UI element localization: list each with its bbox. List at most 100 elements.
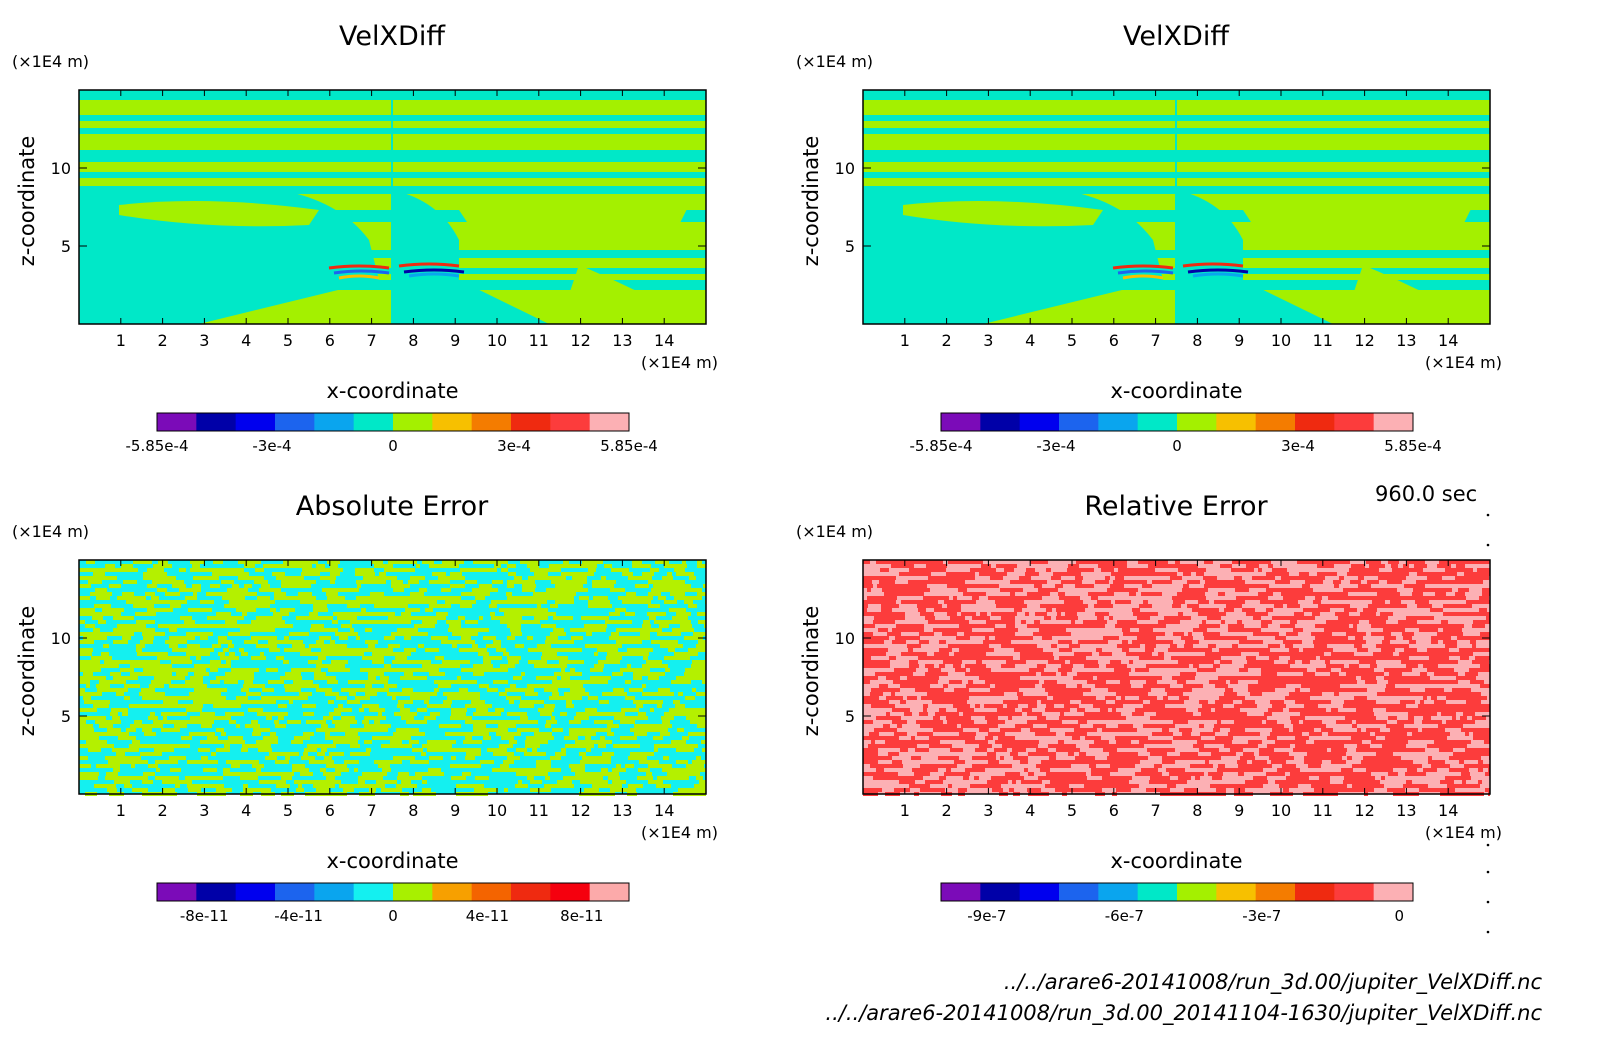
y-tick-label: 5: [61, 237, 71, 256]
edge-dot: [1486, 930, 1490, 934]
x-tick-label: 6: [1109, 331, 1119, 350]
x-tick-label: 3: [983, 801, 993, 820]
colorbar-swatch: [1177, 413, 1217, 431]
x-tick-label: 9: [1234, 801, 1244, 820]
y-tick-label: 10: [835, 159, 855, 178]
x-tick-label: 10: [487, 801, 507, 820]
colorbar-label: 0: [388, 907, 398, 925]
colorbar-label: 4e-11: [466, 907, 509, 925]
colorbar-swatch: [432, 883, 473, 901]
colorbar-swatch: [157, 413, 197, 431]
x-tick-label: 3: [199, 331, 209, 350]
x-tick-label: 11: [529, 331, 549, 350]
colorbar-swatch: [589, 413, 630, 431]
y-tick-label: 10: [51, 629, 71, 648]
x-tick-label: 9: [450, 331, 460, 350]
field-region: [119, 201, 319, 227]
colorbar-swatch: [1019, 883, 1060, 901]
colorbar-swatch: [1295, 413, 1335, 431]
chart-panel-4: Relative Error(×1E4 m)1 2 3 4 5 6 7 8 9 10 11 12 13 1…: [796, 491, 1502, 925]
x-tick-label: 14: [654, 801, 674, 820]
x-tick-label: 3: [983, 331, 993, 350]
field-streak: [1122, 274, 1164, 280]
colorbar-swatch: [1295, 883, 1335, 901]
chart-title: VelXDiff: [1123, 21, 1230, 52]
x-tick-label: 12: [570, 331, 590, 350]
x-tick-label: 1: [900, 331, 910, 350]
field-region: [559, 265, 699, 324]
x-unit-label: (×1E4 m): [641, 353, 718, 372]
chart-panel-3: Absolute Error(×1E4 m)1 2 3 4 5 6 7 8 9 10 11 12 13 1…: [12, 491, 718, 925]
colorbar-label: -5.85e-4: [126, 437, 189, 455]
plot-frame: [78, 89, 707, 325]
field-region: [903, 201, 1103, 227]
y-tick-label: 5: [845, 237, 855, 256]
y-unit-label: (×1E4 m): [796, 522, 873, 541]
x-tick-label: 12: [570, 801, 590, 820]
colorbar-swatch: [196, 413, 237, 431]
x-tick-label: 11: [1313, 801, 1333, 820]
colorbar-swatch: [1137, 883, 1178, 901]
edge-dot: [1486, 900, 1490, 904]
file-path-2: ../../arare6-20141008/run_3d.00_20141104…: [825, 1001, 1542, 1025]
colorbar-swatch: [1334, 883, 1375, 901]
y-axis-label: z-coordinate: [15, 606, 39, 737]
x-tick-label: 4: [1025, 331, 1035, 350]
colorbar-swatch: [550, 883, 591, 901]
colorbar-label: -6e-7: [1105, 907, 1144, 925]
colorbar-swatch: [314, 413, 355, 431]
colorbar-swatch: [1177, 883, 1217, 901]
plot-frame: [862, 559, 1491, 795]
x-tick-label: 9: [450, 801, 460, 820]
x-tick-label: 13: [612, 331, 632, 350]
x-tick-label: 12: [1354, 331, 1374, 350]
x-tick-label: 8: [408, 331, 418, 350]
x-tick-label: 13: [1396, 801, 1416, 820]
colorbar-label: 8e-11: [560, 907, 603, 925]
field-noise: [863, 560, 1490, 796]
x-tick-label: 14: [1438, 331, 1458, 350]
field-region: [1343, 265, 1483, 324]
x-unit-label: (×1E4 m): [1425, 353, 1502, 372]
chart-panel-2: VelXDiff(×1E4 m)1 2 3 4 5 6 7 8 9 10 11 12 13 14510(×…: [796, 21, 1502, 455]
field-split: [1175, 90, 1177, 324]
x-tick-label: 2: [158, 801, 168, 820]
colorbar-swatch: [941, 883, 981, 901]
x-tick-label: 6: [325, 801, 335, 820]
colorbar-label: -3e-7: [1242, 907, 1281, 925]
x-tick-label: 8: [1192, 331, 1202, 350]
x-tick-label: 8: [1192, 801, 1202, 820]
colorbar-frame: [156, 412, 630, 432]
time-label: 960.0 sec: [1375, 482, 1478, 506]
x-axis-label: x-coordinate: [326, 379, 458, 403]
x-tick-label: 7: [367, 331, 377, 350]
colorbar-swatch: [589, 883, 630, 901]
x-tick-label: 1: [116, 801, 126, 820]
field-streak: [1117, 269, 1174, 275]
colorbar-label: -9e-7: [967, 907, 1006, 925]
x-tick-label: 13: [1396, 331, 1416, 350]
colorbar-label: -8e-11: [180, 907, 229, 925]
colorbar-label: 3e-4: [1281, 437, 1315, 455]
edge-dot: [1486, 543, 1490, 547]
x-tick-label: 4: [241, 331, 251, 350]
y-axis-label: z-coordinate: [799, 606, 823, 737]
colorbar-swatch: [471, 413, 512, 431]
y-tick-label: 10: [835, 629, 855, 648]
x-tick-label: 6: [325, 331, 335, 350]
colorbar-swatch: [1216, 883, 1257, 901]
field-streak: [1182, 262, 1244, 268]
colorbar-swatch: [511, 883, 551, 901]
colorbar-label: 0: [1394, 907, 1404, 925]
colorbar-swatch: [1373, 883, 1414, 901]
edge-dot: [1486, 513, 1490, 517]
colorbar-label: 5.85e-4: [600, 437, 658, 455]
colorbar-swatch: [980, 883, 1021, 901]
colorbar-swatch: [1216, 413, 1257, 431]
x-tick-label: 1: [116, 331, 126, 350]
x-tick-label: 9: [1234, 331, 1244, 350]
colorbar-swatch: [1255, 883, 1296, 901]
plot-area: [79, 560, 706, 796]
x-tick-label: 7: [1151, 331, 1161, 350]
colorbar-swatch: [1373, 413, 1414, 431]
